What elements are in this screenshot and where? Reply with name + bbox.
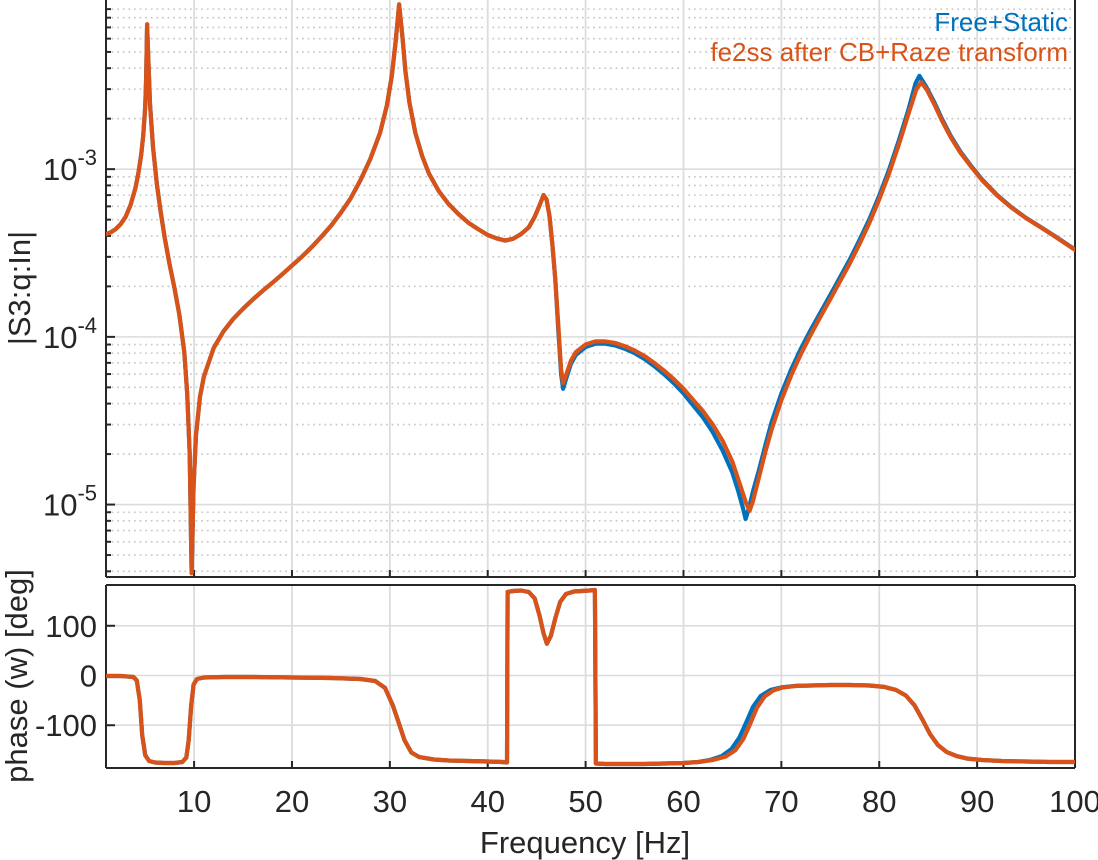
x-tick-label: 40 <box>470 784 504 819</box>
magnitude-curve-fe2ss <box>106 2 1075 576</box>
legend-entry-free-static: Free+Static <box>934 7 1068 37</box>
data-curves <box>106 2 1075 767</box>
x-tick-label: 10 <box>177 784 211 819</box>
x-tick-label: 70 <box>764 784 798 819</box>
magnitude-y-axis-label: |S3:q:In| <box>2 231 37 345</box>
x-tick-label: 50 <box>568 784 602 819</box>
phase-y-axis-label: phase (w) [deg] <box>0 569 34 783</box>
phase-curve-fe2ss <box>106 587 1075 767</box>
x-tick-label: 30 <box>373 784 407 819</box>
mag-ytick-label: 10-5 <box>43 481 97 523</box>
phase-ytick-label: 100 <box>45 609 97 644</box>
x-axis-label: Frequency [Hz] <box>480 825 690 860</box>
magnitude-curve-free-static <box>106 2 1075 576</box>
x-tick-label: 60 <box>666 784 700 819</box>
phase-ytick-label: -100 <box>35 708 97 743</box>
phase-ytick-label: 0 <box>80 659 97 694</box>
axes-spines-and-ticks <box>105 0 1076 769</box>
tick-labels: 10-3 10-4 10-5 100 0 -100 10 20 30 40 50 60 70 80 90 10… <box>35 145 1098 819</box>
legend-entry-fe2ss: fe2ss after CB+Raze transform <box>710 37 1068 67</box>
gridlines <box>106 0 1076 768</box>
x-tick-label: 80 <box>862 784 896 819</box>
x-tick-label: 20 <box>275 784 309 819</box>
mag-ytick-label: 10-4 <box>43 313 97 355</box>
x-tick-label: 100 <box>1049 784 1098 819</box>
mag-ytick-label: 10-3 <box>43 145 97 187</box>
x-tick-label: 90 <box>960 784 994 819</box>
